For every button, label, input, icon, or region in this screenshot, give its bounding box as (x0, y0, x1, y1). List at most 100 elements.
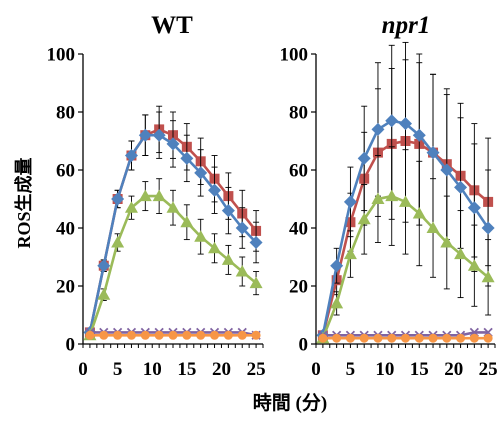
data-point (221, 204, 235, 218)
y-tick-label: 60 (289, 161, 308, 182)
data-point (318, 333, 328, 343)
x-tick-label: 5 (113, 359, 123, 380)
data-point (481, 270, 495, 283)
data-point (345, 333, 355, 343)
data-point (249, 276, 263, 289)
y-tick-label: 80 (56, 103, 75, 124)
data-point (138, 128, 152, 142)
y-tick-label: 0 (299, 335, 309, 356)
data-point (251, 330, 261, 340)
data-point (124, 149, 138, 162)
data-point (426, 221, 440, 233)
data-point (111, 236, 125, 248)
series-circle (318, 333, 493, 343)
data-point (330, 296, 344, 309)
data-point (210, 330, 220, 340)
data-point (208, 183, 222, 197)
data-point (194, 230, 208, 242)
data-point (194, 166, 208, 180)
data-point (412, 207, 426, 219)
data-point (442, 333, 452, 343)
data-point (138, 189, 152, 202)
data-point (180, 151, 194, 165)
data-point (456, 333, 466, 343)
data-point (196, 330, 206, 340)
y-tick-label: 0 (66, 335, 76, 356)
data-point (357, 151, 371, 165)
data-point (113, 330, 123, 340)
data-point (249, 236, 263, 249)
x-tick-label: 25 (479, 359, 498, 380)
y-tick-label: 40 (289, 219, 308, 240)
data-point (208, 241, 222, 254)
data-point (330, 259, 344, 273)
data-point (359, 333, 369, 343)
x-tick-label: 20 (212, 359, 231, 380)
y-tick-label: 20 (56, 277, 75, 298)
x-tick-label: 0 (311, 359, 321, 380)
data-point (166, 201, 180, 213)
data-point (168, 330, 178, 340)
x-tick-label: 5 (346, 359, 356, 380)
x-tick-label: 0 (78, 359, 88, 380)
data-point (399, 195, 412, 207)
data-point (483, 333, 493, 343)
y-axis-label: ROS生成量 (13, 157, 34, 248)
data-point (426, 146, 440, 160)
y-tick-label: 80 (289, 103, 308, 124)
data-point (221, 253, 235, 265)
data-point (440, 236, 454, 248)
x-axis-label: 時間 (分) (253, 392, 327, 414)
data-point (373, 333, 383, 343)
x-tick-label: 25 (247, 359, 266, 380)
data-point (85, 330, 95, 340)
data-point (357, 212, 371, 225)
x-tick-label: 15 (177, 359, 196, 380)
data-point (152, 189, 166, 202)
data-point (97, 288, 111, 300)
data-point (469, 333, 479, 343)
data-point (399, 117, 412, 131)
data-point (154, 330, 164, 340)
y-tick-label: 100 (280, 45, 309, 66)
data-point (454, 247, 468, 260)
data-point (467, 201, 481, 215)
data-point (237, 330, 247, 340)
data-point (180, 215, 194, 228)
panel-title: WT (151, 12, 193, 39)
data-point (454, 180, 468, 194)
data-point (97, 259, 111, 273)
y-tick-label: 100 (47, 45, 76, 66)
data-point (140, 330, 150, 340)
data-point (467, 259, 481, 271)
data-point (223, 330, 233, 340)
x-tick-label: 15 (410, 359, 429, 380)
data-point (332, 333, 342, 343)
data-point (111, 192, 125, 206)
y-tick-label: 20 (289, 277, 308, 298)
data-point (440, 163, 454, 177)
data-point (126, 330, 136, 340)
data-point (124, 201, 138, 213)
series-triangle (316, 146, 495, 344)
data-point (385, 189, 399, 202)
data-point (235, 265, 249, 277)
series-circle (85, 330, 261, 340)
panel-title: npr1 (382, 12, 431, 39)
y-tick-label: 60 (56, 161, 75, 182)
data-point (428, 333, 438, 343)
x-tick-label: 20 (444, 359, 463, 380)
data-point (481, 221, 495, 235)
data-point (371, 122, 385, 136)
data-point (412, 128, 426, 142)
data-point (235, 221, 249, 235)
x-tick-label: 10 (375, 359, 394, 380)
data-point (343, 195, 357, 209)
data-point (387, 333, 397, 343)
data-point (385, 114, 399, 128)
data-point (182, 330, 192, 340)
data-point (166, 137, 180, 151)
data-point (343, 247, 357, 260)
